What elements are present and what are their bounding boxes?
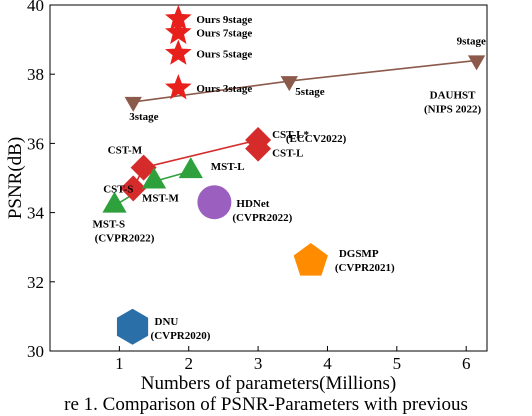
markers (102, 4, 486, 345)
x-tick-label: 1 (115, 354, 124, 373)
point-label: DGSMP (339, 248, 379, 260)
x-tick-label: 4 (323, 354, 332, 373)
y-tick-label: 32 (27, 273, 44, 292)
cst-marker (130, 154, 157, 181)
point-label: MST-L (211, 161, 245, 173)
point-label: CST-L (272, 148, 303, 160)
dnu-marker (116, 308, 149, 345)
point-label: MST-S (93, 219, 126, 231)
cst-marker (245, 126, 272, 153)
point-label: HDNet (236, 198, 269, 210)
point-label: 3stage (129, 111, 158, 123)
dauhst-marker (124, 96, 142, 112)
point-label: Ours 9stage (196, 14, 252, 26)
group-label: (CVPR2022) (95, 233, 155, 245)
ours-marker (165, 74, 192, 100)
ours-marker (165, 4, 192, 31)
point-sublabel: (CVPR2021) (335, 262, 395, 274)
plot-frame (49, 4, 488, 352)
group-label: (NIPS 2022) (424, 103, 481, 115)
point-label: 9stage (457, 35, 486, 47)
x-axis-label: Numbers of parameters(Millions) (141, 373, 396, 394)
mst-marker (102, 191, 127, 213)
y-tick-label: 36 (27, 134, 44, 153)
figure-caption: re 1. Comparison of PSNR-Parameters with… (64, 394, 468, 415)
point-label: CST-L* (272, 129, 309, 141)
group-label: (ECCV2022) (286, 133, 347, 145)
point-sublabel: (CVPR2020) (151, 330, 211, 342)
x-tick-label: 6 (462, 354, 471, 373)
point-label: Ours 5stage (196, 48, 252, 60)
point-label: 5stage (295, 86, 324, 98)
ours-marker (165, 39, 192, 65)
point-label: CST-S (103, 183, 133, 195)
point-label: DNU (155, 316, 179, 328)
point-label: MST-M (142, 192, 179, 204)
point-labels: Ours 3stage Ours 5stage Ours 7stage Ours 9s… (93, 14, 487, 342)
point-sublabel: (CVPR2022) (232, 212, 292, 224)
point-label: Ours 3stage (196, 83, 252, 95)
dgsmp-marker (293, 243, 328, 276)
point-label: CST-M (108, 145, 143, 157)
hdnet-marker (197, 185, 232, 220)
y-tick-label: 34 (27, 204, 45, 223)
y-tick-label: 40 (27, 0, 44, 15)
x-tick-label: 5 (393, 354, 402, 373)
cst-marker (120, 175, 147, 202)
y-tick-label: 38 (27, 65, 44, 84)
dauhst-marker (280, 76, 298, 92)
ours-marker (165, 18, 192, 45)
dauhst-marker (467, 55, 486, 71)
x-tick-label: 2 (184, 354, 193, 373)
point-label: Ours 7stage (196, 28, 252, 40)
mst-marker (141, 167, 167, 189)
y-tick-label: 30 (27, 342, 44, 361)
x-tick-label: 3 (254, 354, 263, 373)
mst-marker (178, 157, 203, 179)
y-axis-label: PSNR(dB) (5, 137, 26, 219)
group-label: DAUHST (430, 89, 477, 101)
